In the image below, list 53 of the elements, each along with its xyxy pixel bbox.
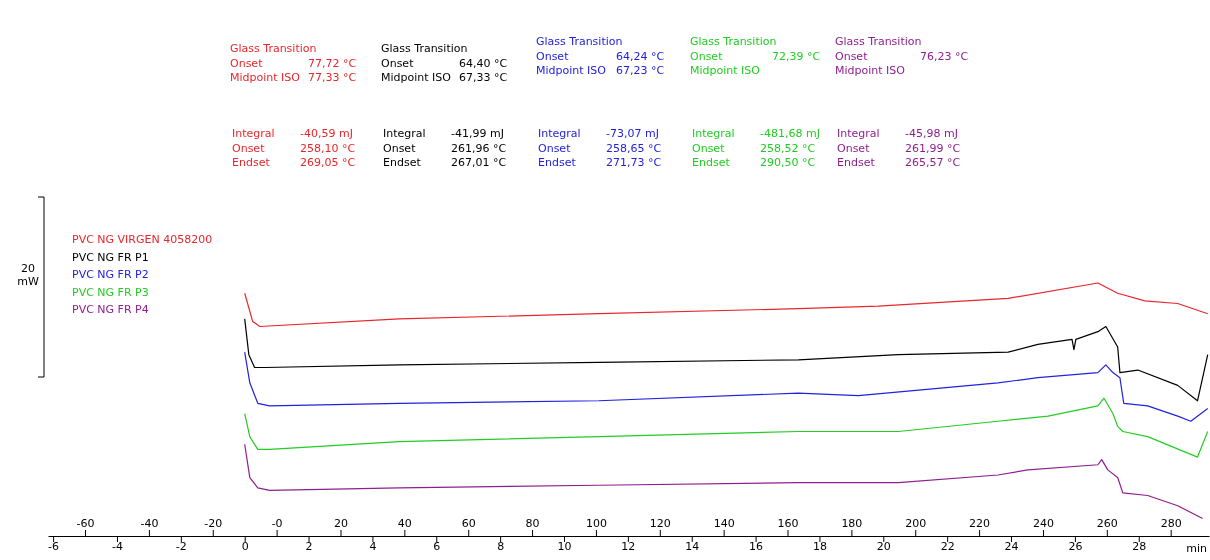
- x-tick-label: 24: [1004, 539, 1019, 553]
- text: Integral -41,99 mJ Onset 261,96 °C Endset 267,01 °C: [383, 127, 507, 169]
- x-tick-label: 8: [497, 539, 505, 553]
- x2-tick-label: -20: [204, 517, 223, 530]
- x2-tick-label: 280: [1160, 517, 1182, 530]
- x-tick-label: 16: [749, 539, 764, 553]
- x-tick-label: -4: [111, 539, 123, 553]
- x-tick-label: 14: [685, 539, 700, 553]
- x2-tick-label: -40: [140, 517, 159, 530]
- text: Glass Transition Onset 77,72 °C Midpoint ISO 77,33 °C: [230, 42, 357, 84]
- text: Glass Transition Onset 76,23 °C Midpoint ISO: [835, 35, 969, 77]
- x-tick-label: 28: [1132, 539, 1147, 553]
- text: Integral -481,68 mJ Onset 258,52 °C Endset 290,50 °C: [692, 127, 820, 169]
- text: PVC NG VIRGEN 4058200: [72, 233, 213, 246]
- x-tick-label: 0: [241, 539, 249, 553]
- x-tick-label: 2: [305, 539, 313, 553]
- x2-tick-label: 20: [333, 517, 348, 530]
- x-tick-label: 12: [621, 539, 636, 553]
- x2-tick-label: 160: [777, 517, 799, 530]
- x-tick-label: -2: [175, 539, 187, 553]
- x2-tick-label: 180: [841, 517, 863, 530]
- x2-tick-label: 80: [525, 517, 540, 530]
- text: PVC NG FR P3: [72, 285, 149, 299]
- x2-tick-label: 40: [397, 517, 412, 530]
- text: Glass Transition Onset 64,24 °C Midpoint ISO 67,23 °C: [536, 35, 665, 77]
- y-axis-title: 20 mW: [17, 262, 39, 289]
- x-tick-label: 22: [940, 539, 955, 553]
- x-axis-title: min: [1186, 542, 1208, 555]
- x2-tick-label: 60: [461, 517, 476, 530]
- x2-tick-label: 240: [1032, 517, 1054, 530]
- x-tick-label: 6: [433, 539, 441, 553]
- x2-tick-label: 120: [649, 517, 671, 530]
- x-tick-label: 26: [1068, 539, 1083, 553]
- x2-tick-label: -0: [271, 517, 283, 530]
- text: Glass Transition Onset 64,40 °C Midpoint ISO 67,33 °C: [381, 42, 508, 84]
- text: Glass Transition Onset 72,39 °C Midpoint ISO: [690, 35, 821, 77]
- text: Integral -40,59 mJ Onset 258,10 °C Endset 269,05 °C: [232, 127, 356, 169]
- x-tick-label: 4: [369, 539, 377, 553]
- x2-tick-label: 140: [713, 517, 735, 530]
- x-tick-label: 20: [876, 539, 891, 553]
- text: Integral -45,98 mJ Onset 261,99 °C Endset 265,57 °C: [837, 127, 961, 169]
- x2-tick-label: -60: [76, 517, 95, 530]
- text: PVC NG FR P1: [72, 250, 149, 264]
- text: PVC NG FR P2: [72, 268, 149, 281]
- x-tick-label: 18: [812, 539, 827, 553]
- x-tick-label: 10: [557, 539, 572, 553]
- text: Integral -73,07 mJ Onset 258,65 °C Endset 271,73 °C: [538, 127, 662, 169]
- x2-tick-label: 200: [905, 517, 927, 530]
- x2-tick-label: 260: [1096, 517, 1118, 530]
- x2-tick-label: 220: [969, 517, 991, 530]
- x2-tick-label: 100: [585, 517, 607, 530]
- text: PVC NG FR P4: [72, 303, 149, 316]
- x-tick-label: -6: [48, 539, 60, 553]
